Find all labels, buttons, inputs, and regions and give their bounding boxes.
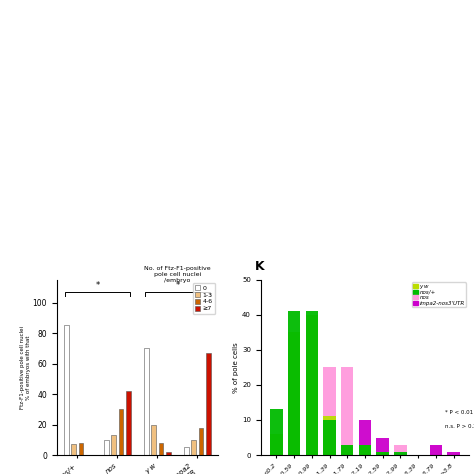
Bar [376,452,389,455]
Bar [306,346,318,455]
Bar [166,452,171,455]
Bar [191,440,196,455]
Bar [376,438,389,455]
Bar [288,332,301,455]
Bar [323,367,336,455]
Text: * P < 0.01: * P < 0.01 [445,410,473,415]
Y-axis label: % of pole cells: % of pole cells [233,342,239,393]
Bar [118,409,123,455]
Bar [126,391,131,455]
Bar [341,367,354,455]
Text: C: C [5,138,11,147]
Bar [72,444,76,455]
Bar [429,445,442,455]
Legend: y w, nos/+, nos, impa2-nos3'UTR: y w, nos/+, nos, impa2-nos3'UTR [412,283,466,308]
Text: No. of Ftz-F1-positive
pole cell nuclei
/embryo: No. of Ftz-F1-positive pole cell nuclei … [144,266,211,283]
Bar [199,428,203,455]
Bar [306,311,318,455]
Text: *: * [95,282,100,291]
Bar [270,445,283,455]
Bar [79,443,83,455]
Bar [184,447,189,455]
Bar [359,445,371,455]
Text: n.s. P > 0.2: n.s. P > 0.2 [445,425,474,429]
Bar [288,311,301,455]
Bar [394,452,407,455]
Text: K: K [255,260,265,273]
Bar [359,420,371,455]
Y-axis label: Ftz-F1-positive pole cell nuclei
% of embryos with that: Ftz-F1-positive pole cell nuclei % of em… [20,326,31,409]
Bar [111,435,116,455]
Bar [288,350,301,455]
Bar [341,445,354,455]
Bar [359,445,371,455]
Bar [376,452,389,455]
Bar [323,420,336,455]
Bar [152,425,156,455]
Bar [144,348,149,455]
Bar [429,445,442,455]
Bar [159,443,164,455]
Bar [447,452,460,455]
Text: D: D [5,203,12,211]
Bar [394,445,407,455]
Text: B: B [5,73,11,82]
Bar [341,445,354,455]
Text: A: A [5,8,11,17]
Bar [323,417,336,455]
Bar [270,410,283,455]
Bar [64,326,69,455]
Bar [306,315,318,455]
Bar [104,440,109,455]
Bar [270,434,283,455]
Text: *: * [175,282,180,291]
Legend: 0, 1-3, 4-6, ≥7: 0, 1-3, 4-6, ≥7 [193,283,215,314]
Bar [270,445,283,455]
Bar [206,353,211,455]
